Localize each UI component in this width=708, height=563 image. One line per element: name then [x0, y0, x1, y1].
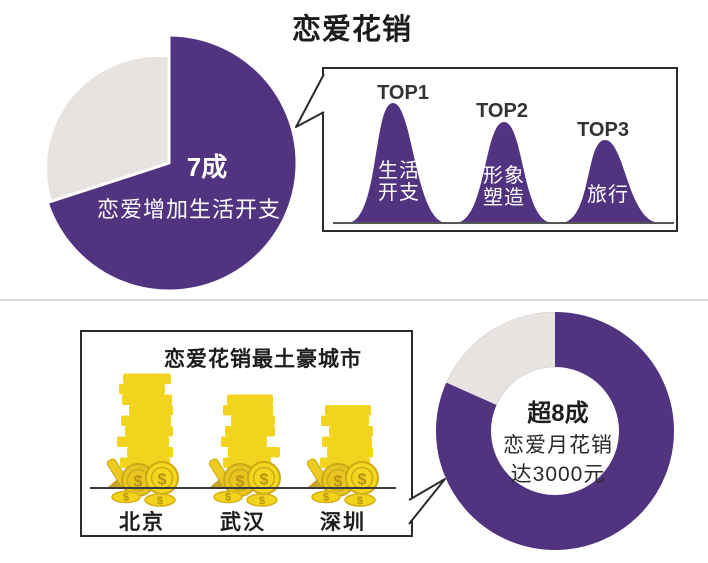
top-ranking-callout-box [322, 67, 678, 232]
mountain-label-top1-line1: 生活 [378, 160, 420, 182]
ground-coin [213, 490, 243, 504]
coin-stack-wuhan: $ $ $ $ [208, 394, 281, 507]
mountain-top2 [455, 122, 553, 223]
donut-caption-line2: 达3000元 [510, 463, 606, 486]
cities-box-title: 恋爱花销最土豪城市 [164, 348, 362, 371]
coin-stack-shenzhen: $ $ $ $ [306, 405, 379, 507]
dollar-icon: $ [123, 492, 129, 504]
coin-stacks-chart: $ $ $ $ $ $ $ [90, 373, 396, 507]
city-label-shenzhen: 深圳 [320, 511, 366, 534]
dollar-icon: $ [134, 474, 143, 491]
city-label-beijing: 北京 [119, 511, 165, 534]
rank-label-top2: TOP2 [476, 100, 528, 122]
mountain-label-top1-line2: 开支 [378, 182, 420, 204]
section-divider [0, 299, 708, 301]
dollar-icon: $ [259, 495, 265, 507]
mountain-label-top2: 形象 塑造 [462, 165, 546, 209]
dollar-icon: $ [157, 495, 163, 507]
dollar-icon: $ [357, 495, 363, 507]
dollar-icon: $ [334, 474, 343, 491]
mountain-top1 [347, 103, 447, 223]
donut-chart-monthly-spend [436, 312, 674, 550]
rank-label-top1: TOP1 [377, 82, 429, 104]
mountain-ranking-chart [333, 103, 674, 224]
page-title: 恋爱花销 [291, 14, 412, 46]
mountain-label-top3-line1: 旅行 [587, 184, 629, 206]
mountain-label-top2-line1: 形象 [483, 165, 525, 187]
city-label-wuhan: 武汉 [220, 511, 266, 534]
mountain-label-top3: 旅行 [566, 184, 650, 206]
ground-coin [144, 493, 176, 507]
pie-slice-main-70pct [45, 33, 299, 293]
donut-caption-line1: 恋爱月花销 [503, 434, 613, 457]
mountain-top3 [560, 140, 660, 223]
mountain-label-top1: 生活 开支 [357, 160, 441, 204]
coin-stack-beijing: $ $ $ $ [106, 373, 179, 507]
pie-chart-living-expense [45, 33, 299, 293]
dollar-icon: $ [358, 472, 367, 489]
pie-caption: 恋爱增加生活开支 [96, 197, 281, 222]
ground-coin [246, 493, 278, 507]
rank-label-top3: TOP3 [577, 119, 629, 141]
dollar-icon: $ [236, 474, 245, 491]
ground-coin [311, 490, 341, 504]
dollar-icon: $ [323, 492, 329, 504]
pie-value-label: 7成 [186, 152, 228, 182]
donut-value-label: 超8成 [527, 400, 589, 427]
mountain-label-top2-line2: 塑造 [483, 187, 525, 209]
dollar-icon: $ [158, 472, 167, 489]
ground-coin [111, 490, 141, 504]
donut-slice-other [446, 312, 557, 406]
dollar-icon: $ [260, 472, 269, 489]
dollar-icon: $ [225, 492, 231, 504]
ground-coin [344, 493, 376, 507]
